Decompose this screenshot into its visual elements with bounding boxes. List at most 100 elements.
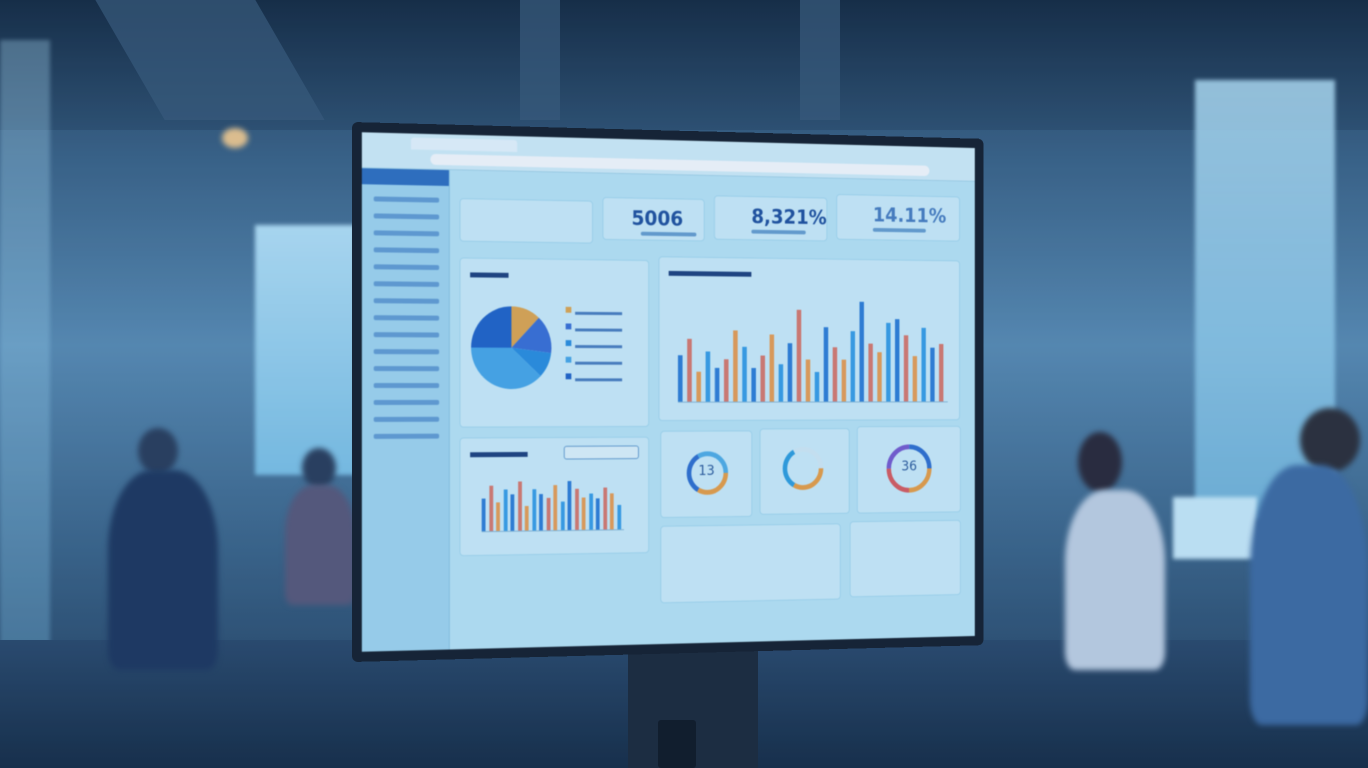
sidebar-item[interactable] xyxy=(373,298,440,304)
sidebar-item[interactable] xyxy=(373,349,440,355)
bar xyxy=(921,327,926,402)
sidebar-item[interactable] xyxy=(373,247,440,254)
bar xyxy=(517,481,522,531)
bar xyxy=(742,347,747,402)
bar xyxy=(805,359,811,402)
bar xyxy=(616,504,621,530)
bar xyxy=(503,489,508,531)
sidebar-item[interactable] xyxy=(373,264,440,271)
sidebar-item[interactable] xyxy=(373,332,440,338)
legend-item xyxy=(565,373,623,381)
sidebar-item[interactable] xyxy=(373,196,440,203)
list-card xyxy=(660,523,841,604)
ceiling-beam xyxy=(520,0,560,120)
monitor: 5006 8,321% 14.11% 13 xyxy=(352,122,984,662)
sidebar-item[interactable] xyxy=(373,383,440,389)
bar xyxy=(714,368,720,402)
bar xyxy=(481,498,486,532)
bar xyxy=(609,493,614,530)
period-dropdown[interactable] xyxy=(563,445,639,460)
window-left xyxy=(255,225,355,475)
stand-port xyxy=(658,720,696,768)
donut-value: 13 xyxy=(698,463,715,479)
browser-toolbar xyxy=(361,132,975,182)
bar xyxy=(553,485,558,531)
legend-item xyxy=(565,340,623,348)
bar xyxy=(895,318,900,402)
pie-chart-card xyxy=(459,257,650,428)
bar xyxy=(877,351,882,402)
kpi-value: 8,321% xyxy=(751,204,827,230)
bar xyxy=(531,489,536,531)
person-seated xyxy=(108,470,218,670)
pie-legend xyxy=(460,258,648,381)
kpi-caption xyxy=(640,231,697,237)
pie-chart xyxy=(471,306,552,390)
sidebar-item[interactable] xyxy=(373,213,440,220)
donut-chart xyxy=(780,444,825,492)
bar xyxy=(602,487,607,530)
sidebar-header xyxy=(361,168,449,186)
bar xyxy=(760,355,766,402)
glass-door xyxy=(0,40,50,740)
bar xyxy=(539,493,543,531)
person-head xyxy=(1078,432,1122,492)
bar xyxy=(930,347,935,402)
list-card xyxy=(849,519,961,598)
bar xyxy=(939,343,944,402)
bar xyxy=(769,334,775,402)
sidebar-item[interactable] xyxy=(373,230,440,237)
pie-slice xyxy=(471,306,512,348)
bar xyxy=(588,493,593,530)
bar xyxy=(581,497,586,530)
bar xyxy=(496,502,500,531)
donut-card: 36 xyxy=(856,425,961,514)
sidebar-item[interactable] xyxy=(373,281,440,287)
pie-slice xyxy=(511,317,552,354)
bar xyxy=(787,343,793,402)
kpi-card: 8,321% xyxy=(713,195,828,242)
bar-chart-card xyxy=(658,256,960,422)
person-head xyxy=(302,448,336,488)
bar-chart xyxy=(677,296,948,403)
sidebar-item[interactable] xyxy=(373,433,440,439)
bar xyxy=(823,326,829,402)
ceiling-beam xyxy=(800,0,840,120)
kpi-caption xyxy=(751,229,806,235)
bar xyxy=(886,323,891,402)
bar xyxy=(733,330,738,402)
dashboard-screen: 5006 8,321% 14.11% 13 xyxy=(361,132,975,652)
bar xyxy=(574,489,579,530)
bar xyxy=(595,498,600,530)
summary-card xyxy=(459,198,594,244)
legend-item xyxy=(565,356,623,365)
sidebar-item[interactable] xyxy=(373,399,440,405)
bar xyxy=(796,309,802,402)
browser-tab[interactable] xyxy=(410,137,518,152)
bar xyxy=(567,481,572,530)
bar xyxy=(832,347,838,402)
kpi-value: 5006 xyxy=(631,206,684,231)
address-bar[interactable] xyxy=(430,153,930,177)
bar xyxy=(850,331,856,402)
bar xyxy=(687,338,692,402)
person-seated xyxy=(1065,490,1165,670)
bar xyxy=(859,302,864,402)
sidebar xyxy=(361,168,450,652)
sidebar-item[interactable] xyxy=(373,366,440,372)
bar xyxy=(524,506,529,531)
mini-bar-chart xyxy=(481,476,624,533)
sidebar-item[interactable] xyxy=(373,315,440,321)
donut-card: 13 xyxy=(660,430,753,519)
legend-item xyxy=(565,306,623,315)
kpi-caption xyxy=(872,227,926,233)
card-title xyxy=(668,270,752,277)
donut-value: 36 xyxy=(901,459,917,475)
bar xyxy=(696,372,702,402)
bar xyxy=(560,501,565,531)
sidebar-item[interactable] xyxy=(373,416,440,422)
bar xyxy=(751,368,756,402)
laptop-screen xyxy=(1173,497,1257,559)
bar xyxy=(868,343,873,402)
ceiling-lamp xyxy=(222,128,248,148)
